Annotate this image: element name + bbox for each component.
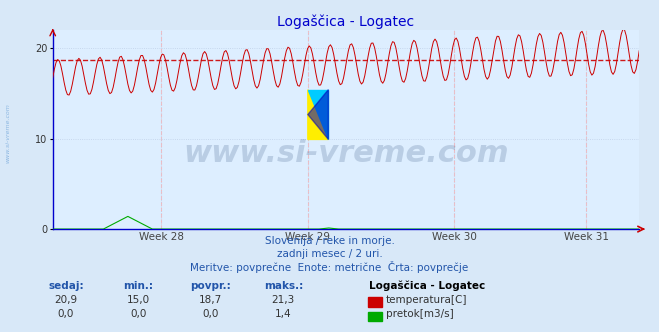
Text: Slovenija / reke in morje.: Slovenija / reke in morje. xyxy=(264,236,395,246)
Text: 0,0: 0,0 xyxy=(203,309,219,319)
Text: www.si-vreme.com: www.si-vreme.com xyxy=(183,139,509,168)
Text: povpr.:: povpr.: xyxy=(190,281,231,291)
Text: Meritve: povprečne  Enote: metrične  Črta: povprečje: Meritve: povprečne Enote: metrične Črta:… xyxy=(190,261,469,273)
Title: Logaščica - Logatec: Logaščica - Logatec xyxy=(277,14,415,29)
Text: 15,0: 15,0 xyxy=(127,295,150,305)
Text: 21,3: 21,3 xyxy=(272,295,295,305)
Text: Logaščica - Logatec: Logaščica - Logatec xyxy=(369,280,485,291)
Text: zadnji mesec / 2 uri.: zadnji mesec / 2 uri. xyxy=(277,249,382,259)
Text: maks.:: maks.: xyxy=(264,281,303,291)
Text: www.si-vreme.com: www.si-vreme.com xyxy=(5,103,11,163)
Text: 0,0: 0,0 xyxy=(58,309,74,319)
Text: 18,7: 18,7 xyxy=(199,295,223,305)
Text: temperatura[C]: temperatura[C] xyxy=(386,295,468,305)
Polygon shape xyxy=(308,90,328,139)
Polygon shape xyxy=(308,90,328,139)
Text: pretok[m3/s]: pretok[m3/s] xyxy=(386,309,454,319)
Text: min.:: min.: xyxy=(123,281,154,291)
Polygon shape xyxy=(308,90,328,139)
Text: 1,4: 1,4 xyxy=(275,309,292,319)
Text: 20,9: 20,9 xyxy=(54,295,78,305)
Text: sedaj:: sedaj: xyxy=(48,281,84,291)
Text: 0,0: 0,0 xyxy=(130,309,146,319)
